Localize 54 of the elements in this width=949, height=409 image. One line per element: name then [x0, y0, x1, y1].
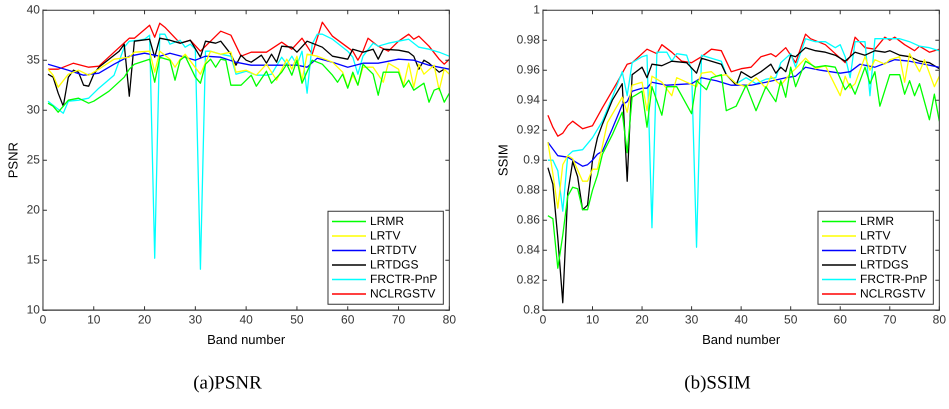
x-tick-label: 40	[239, 312, 254, 327]
legend-label: FRCTR-PnP	[860, 272, 928, 286]
text: (a)PSNR	[193, 372, 262, 394]
y-axis-title: SSIM	[495, 144, 510, 176]
x-tick-label: 0	[540, 312, 547, 327]
legend-label: LRTV	[370, 228, 400, 242]
legend-label: LRMR	[860, 214, 894, 228]
y-axis-title: PSNR	[5, 142, 20, 178]
y-tick-label: 0.88	[516, 182, 540, 197]
x-tick-label: 30	[684, 312, 699, 327]
x-tick-label: 60	[341, 312, 355, 327]
y-tick-label: 0.82	[516, 272, 540, 287]
legend-label: LRTDTV	[860, 242, 906, 257]
legend-label: FRCTR-PnP	[370, 272, 438, 286]
x-tick-label: 80	[932, 312, 946, 327]
x-tick-label: 70	[883, 312, 897, 327]
y-tick-label: 0.98	[516, 32, 540, 47]
x-tick-label: 0	[40, 312, 47, 327]
legend-label: LRTDTV	[370, 242, 416, 257]
y-tick-label: 0.9	[523, 152, 540, 167]
y-tick-label: 0.86	[516, 212, 540, 227]
y-tick-label: 1	[533, 2, 540, 17]
x-tick-label: 10	[87, 312, 101, 327]
legend-label: LRMR	[370, 214, 404, 228]
legend-label: LRTV	[860, 228, 890, 242]
y-tick-label: 20	[26, 202, 40, 217]
x-tick-label: 60	[834, 312, 848, 327]
x-axis-title: Band number	[702, 332, 781, 347]
y-tick-label: 35	[26, 52, 40, 67]
y-tick-label: 0.94	[516, 92, 540, 107]
x-tick-label: 10	[586, 312, 600, 327]
x-tick-label: 70	[392, 312, 406, 327]
y-tick-label: 0.84	[516, 242, 540, 257]
legend-label: NCLRGSTV	[370, 286, 436, 300]
y-tick-label: 25	[26, 152, 40, 167]
y-tick-label: 0.96	[516, 62, 540, 77]
y-tick-label: 40	[26, 2, 40, 17]
y-tick-label: 0.8	[523, 302, 540, 317]
x-tick-label: 50	[784, 312, 798, 327]
x-tick-label: 80	[442, 312, 456, 327]
legend-label: LRTDGS	[860, 257, 908, 272]
legend-label: LRTDGS	[370, 257, 418, 272]
y-tick-label: 0.92	[516, 122, 540, 137]
x-axis-title: Band number	[207, 332, 286, 347]
x-tick-label: 30	[188, 312, 202, 327]
x-tick-label: 50	[290, 312, 304, 327]
y-tick-label: 30	[26, 102, 40, 117]
y-tick-label: 15	[26, 252, 40, 267]
x-tick-label: 20	[138, 312, 152, 327]
x-tick-label: 40	[734, 312, 748, 327]
y-tick-label: 10	[26, 302, 40, 317]
legend-label: NCLRGSTV	[860, 286, 926, 300]
text: (b)SSIM	[684, 372, 751, 394]
x-tick-label: 20	[635, 312, 650, 327]
